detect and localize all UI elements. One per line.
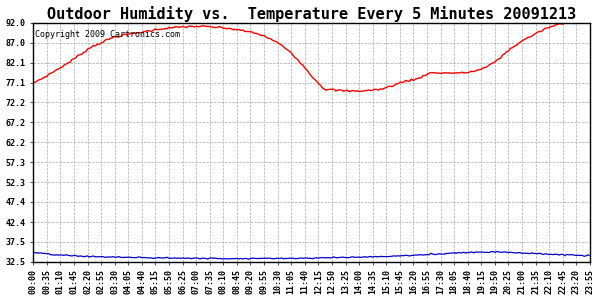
Text: Copyright 2009 Cartronics.com: Copyright 2009 Cartronics.com <box>35 30 180 39</box>
Title: Outdoor Humidity vs.  Temperature Every 5 Minutes 20091213: Outdoor Humidity vs. Temperature Every 5… <box>47 6 576 22</box>
